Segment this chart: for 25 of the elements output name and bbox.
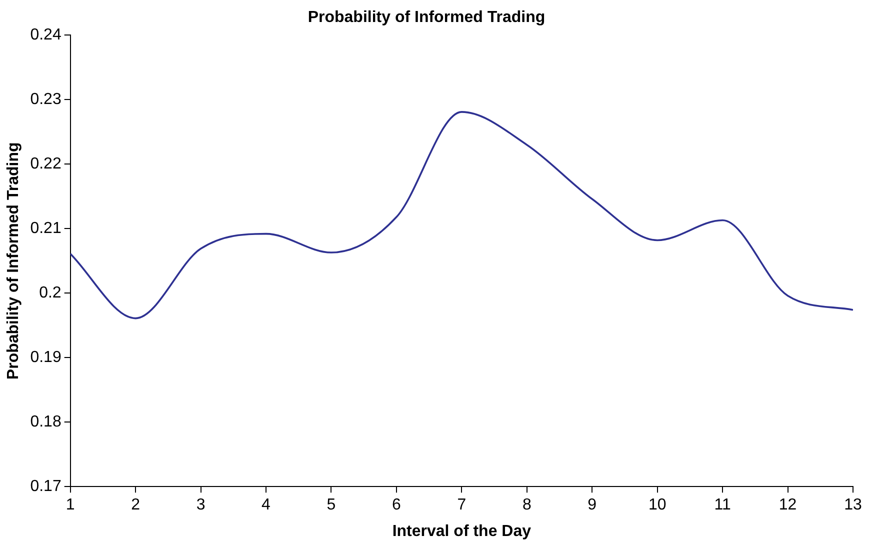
y-tick-label: 0.19 [30, 349, 62, 366]
x-tick-label: 9 [588, 496, 597, 514]
x-tick-label: 1 [66, 496, 75, 514]
y-tick-label: 0.22 [30, 156, 62, 173]
y-tick-label: 0.18 [30, 414, 62, 431]
y-tick-label: 0.24 [30, 26, 62, 44]
x-tick-label: 3 [196, 496, 206, 514]
y-tick-label: 0.17 [30, 478, 62, 496]
y-tick-label: 0.23 [30, 91, 62, 108]
line-series [70, 111, 853, 320]
x-tick-label: 6 [392, 496, 401, 514]
y-axis-title: Probability of Informed Trading [5, 142, 22, 380]
y-tick-label: 0.21 [30, 220, 62, 238]
x-tick-label: 4 [262, 496, 271, 514]
chart-title: Probability of Informed Trading [308, 9, 546, 26]
y-tick-label: 0.2 [39, 284, 62, 302]
x-tick-label: 2 [131, 496, 140, 514]
x-tick-label: 11 [714, 496, 731, 514]
x-tick-label: 7 [457, 496, 466, 514]
x-tick-label: 8 [522, 496, 532, 514]
x-axis-title: Interval of the Day [392, 522, 532, 540]
x-tick-label: 13 [844, 496, 862, 514]
x-tick-label: 10 [648, 496, 666, 514]
x-tick-label: 12 [778, 496, 797, 514]
x-tick-label: 5 [326, 496, 336, 514]
